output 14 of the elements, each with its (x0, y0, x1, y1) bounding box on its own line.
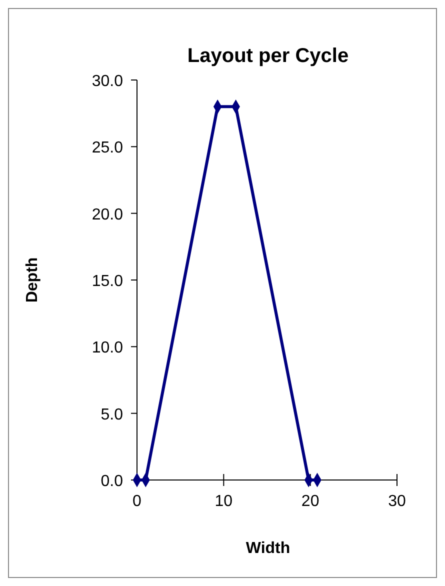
y-tick-label: 25.0 (92, 140, 124, 157)
y-tick-label: 0.0 (100, 473, 124, 490)
y-axis-title: Depth (24, 257, 41, 303)
y-tick-label: 30.0 (92, 73, 124, 90)
chart-title: Layout per Cycle (187, 45, 349, 67)
x-tick-label: 0 (132, 493, 142, 510)
x-tick-label: 20 (301, 493, 320, 510)
y-tick-label: 20.0 (92, 206, 124, 224)
y-tick-label: 10.0 (92, 340, 124, 357)
y-tick-label: 15.0 (92, 273, 124, 290)
x-tick-label: 30 (388, 493, 406, 510)
x-axis-title: Width (246, 540, 290, 557)
x-tick-label: 10 (214, 493, 233, 510)
y-tick-label: 5.0 (100, 406, 124, 424)
